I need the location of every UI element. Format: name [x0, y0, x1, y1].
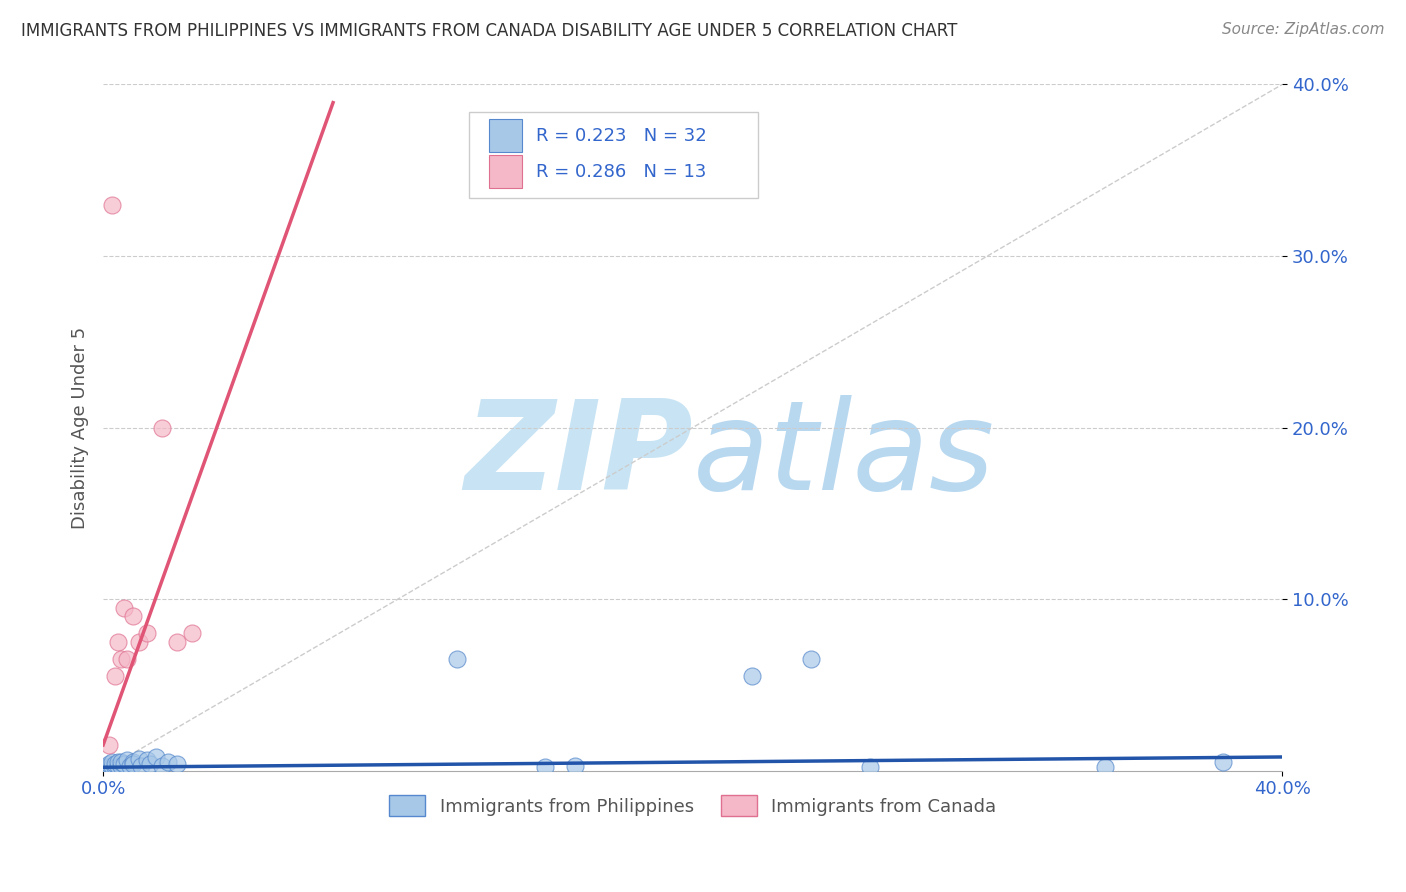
Point — [858, 760, 880, 774]
Text: Source: ZipAtlas.com: Source: ZipAtlas.com — [1222, 22, 1385, 37]
Point — [110, 755, 132, 769]
Point — [107, 635, 129, 649]
Point — [139, 756, 162, 771]
Point — [121, 756, 143, 771]
Point — [101, 197, 124, 211]
Point — [166, 756, 188, 771]
Point — [101, 755, 124, 769]
Point — [800, 652, 823, 666]
Point — [104, 669, 127, 683]
Text: atlas: atlas — [693, 394, 995, 516]
Point — [128, 752, 150, 766]
Point — [101, 758, 124, 772]
Point — [98, 758, 121, 772]
Point — [115, 753, 138, 767]
Point — [180, 626, 202, 640]
FancyBboxPatch shape — [489, 155, 522, 188]
Text: IMMIGRANTS FROM PHILIPPINES VS IMMIGRANTS FROM CANADA DISABILITY AGE UNDER 5 COR: IMMIGRANTS FROM PHILIPPINES VS IMMIGRANT… — [21, 22, 957, 40]
FancyBboxPatch shape — [489, 120, 522, 153]
Legend: Immigrants from Philippines, Immigrants from Canada: Immigrants from Philippines, Immigrants … — [382, 789, 1004, 823]
Point — [145, 750, 167, 764]
Text: R = 0.286   N = 13: R = 0.286 N = 13 — [536, 162, 706, 180]
Point — [94, 760, 117, 774]
Point — [150, 758, 173, 772]
Point — [115, 652, 138, 666]
Point — [741, 669, 763, 683]
Y-axis label: Disability Age Under 5: Disability Age Under 5 — [72, 326, 89, 529]
Point — [121, 755, 143, 769]
Point — [98, 756, 121, 771]
Point — [1212, 755, 1234, 769]
Point — [112, 756, 135, 771]
Point — [107, 755, 129, 769]
Point — [534, 760, 557, 774]
FancyBboxPatch shape — [468, 112, 758, 198]
Point — [156, 755, 179, 769]
Point — [446, 652, 468, 666]
Text: R = 0.223   N = 32: R = 0.223 N = 32 — [536, 127, 707, 145]
Point — [107, 758, 129, 772]
Point — [104, 756, 127, 771]
Point — [136, 626, 159, 640]
Point — [128, 635, 150, 649]
Point — [121, 609, 143, 624]
Point — [564, 758, 586, 772]
Point — [150, 420, 173, 434]
Point — [110, 652, 132, 666]
Point — [166, 635, 188, 649]
Point — [131, 758, 153, 772]
Point — [112, 600, 135, 615]
Text: ZIP: ZIP — [464, 394, 693, 516]
Point — [118, 758, 141, 772]
Point — [136, 753, 159, 767]
Point — [104, 760, 127, 774]
Point — [98, 738, 121, 752]
Point — [110, 758, 132, 772]
Point — [1094, 760, 1116, 774]
